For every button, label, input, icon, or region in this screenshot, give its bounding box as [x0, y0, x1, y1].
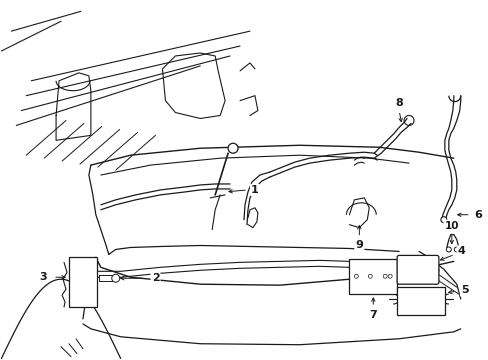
Bar — [396, 287, 444, 315]
Circle shape — [387, 274, 391, 278]
Circle shape — [453, 247, 458, 252]
Text: 4: 4 — [457, 247, 465, 256]
Circle shape — [112, 274, 120, 282]
Text: 10: 10 — [444, 221, 458, 231]
Circle shape — [354, 274, 358, 278]
Circle shape — [227, 143, 238, 153]
Circle shape — [367, 274, 371, 278]
Text: 2: 2 — [151, 273, 159, 283]
FancyBboxPatch shape — [396, 255, 438, 284]
Circle shape — [446, 247, 450, 252]
Text: 9: 9 — [355, 240, 363, 251]
Circle shape — [383, 274, 386, 278]
Circle shape — [440, 217, 446, 223]
Bar — [99, 275, 113, 281]
Text: 1: 1 — [250, 185, 258, 195]
Text: 5: 5 — [460, 285, 468, 295]
Bar — [69, 257, 97, 307]
Bar — [349, 260, 396, 294]
Text: 8: 8 — [394, 98, 402, 108]
Text: 7: 7 — [368, 310, 376, 320]
Text: 3: 3 — [39, 272, 47, 282]
Text: 6: 6 — [474, 210, 482, 220]
